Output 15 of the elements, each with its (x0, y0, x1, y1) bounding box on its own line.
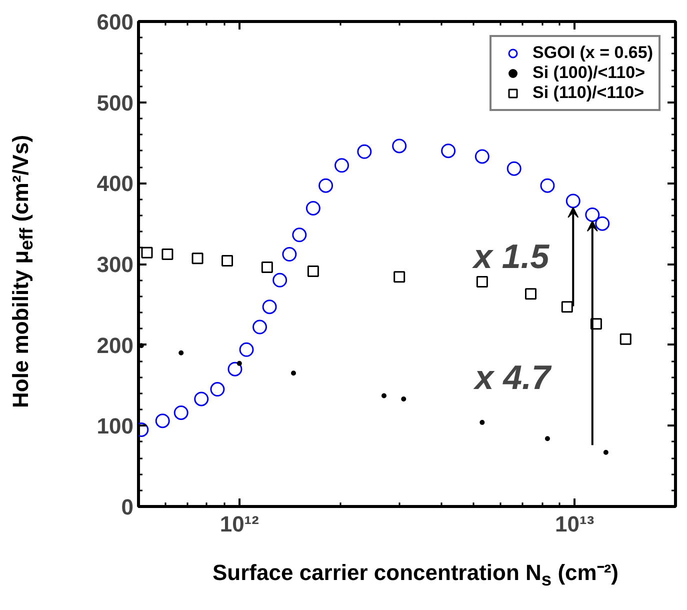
legend-label: SGOI (x = 0.65) (532, 43, 653, 63)
x-tick-label: 10¹³ (555, 512, 594, 536)
legend-label: Si (110)/<110> (532, 83, 644, 103)
y-tick-label: 600 (96, 10, 134, 34)
y-tick-label: 200 (96, 332, 134, 358)
x-tick-label: 10¹² (220, 512, 259, 536)
y-tick-label: 500 (96, 90, 134, 116)
y-tick-label: 300 (96, 252, 134, 277)
y-tick-label: 100 (96, 414, 134, 439)
y-tick-label: 0 (121, 494, 134, 520)
annotation: x 1.5 (472, 238, 550, 276)
annotation: x 4.7 (472, 358, 552, 397)
y-tick-label: 400 (96, 171, 134, 196)
legend-label: Si (100)/<110> (532, 63, 645, 83)
x-axis-title: Surface carrier concentration N$_{s}$ (cm⁻²) (212, 559, 620, 592)
